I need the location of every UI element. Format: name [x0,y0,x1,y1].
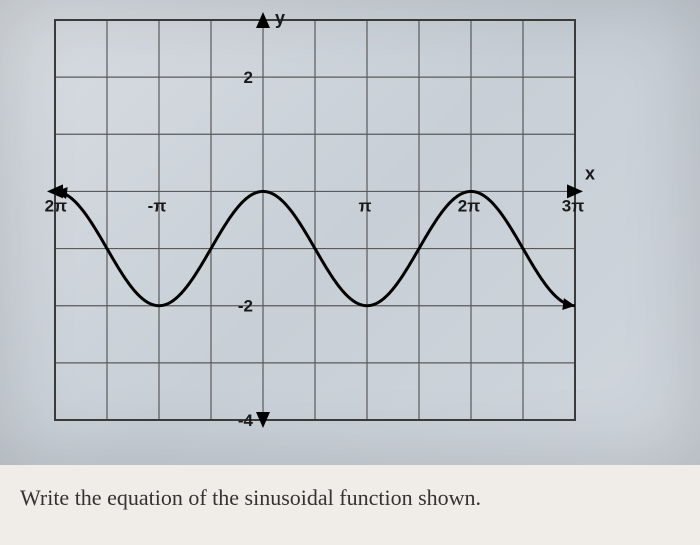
question-prompt: Write the equation of the sinusoidal fun… [20,485,481,511]
svg-text:-π: -π [148,196,167,215]
svg-text:2: 2 [244,68,253,87]
svg-text:-2: -2 [238,297,253,316]
svg-text:y: y [275,10,285,28]
svg-text:-4: -4 [238,411,254,430]
svg-text:x: x [585,163,595,183]
svg-text:3π: 3π [562,196,584,215]
chart-photo-background: y x -2π -π π 2π 3π 2 -2 -4 [0,0,700,465]
chart-container: y x -2π -π π 2π 3π 2 -2 -4 [45,10,605,430]
sinusoidal-chart: y x -2π -π π 2π 3π 2 -2 -4 [45,10,605,430]
svg-text:π: π [358,196,371,215]
svg-text:-2π: -2π [45,196,67,215]
svg-text:2π: 2π [458,196,480,215]
